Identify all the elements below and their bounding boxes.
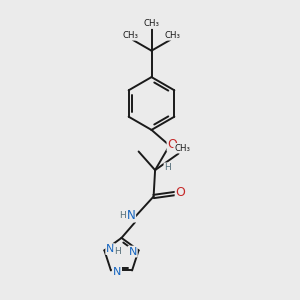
Text: N: N <box>113 267 121 277</box>
Text: H: H <box>120 211 126 220</box>
Text: O: O <box>168 138 177 151</box>
Text: H: H <box>164 163 171 172</box>
Text: CH₃: CH₃ <box>122 31 138 40</box>
Text: CH₃: CH₃ <box>143 19 160 28</box>
Text: CH₃: CH₃ <box>174 144 190 153</box>
Text: N: N <box>106 244 115 254</box>
Text: N: N <box>128 247 137 256</box>
Text: O: O <box>176 185 185 199</box>
Text: CH₃: CH₃ <box>165 31 181 40</box>
Text: N: N <box>126 208 135 222</box>
Text: H: H <box>114 247 121 256</box>
